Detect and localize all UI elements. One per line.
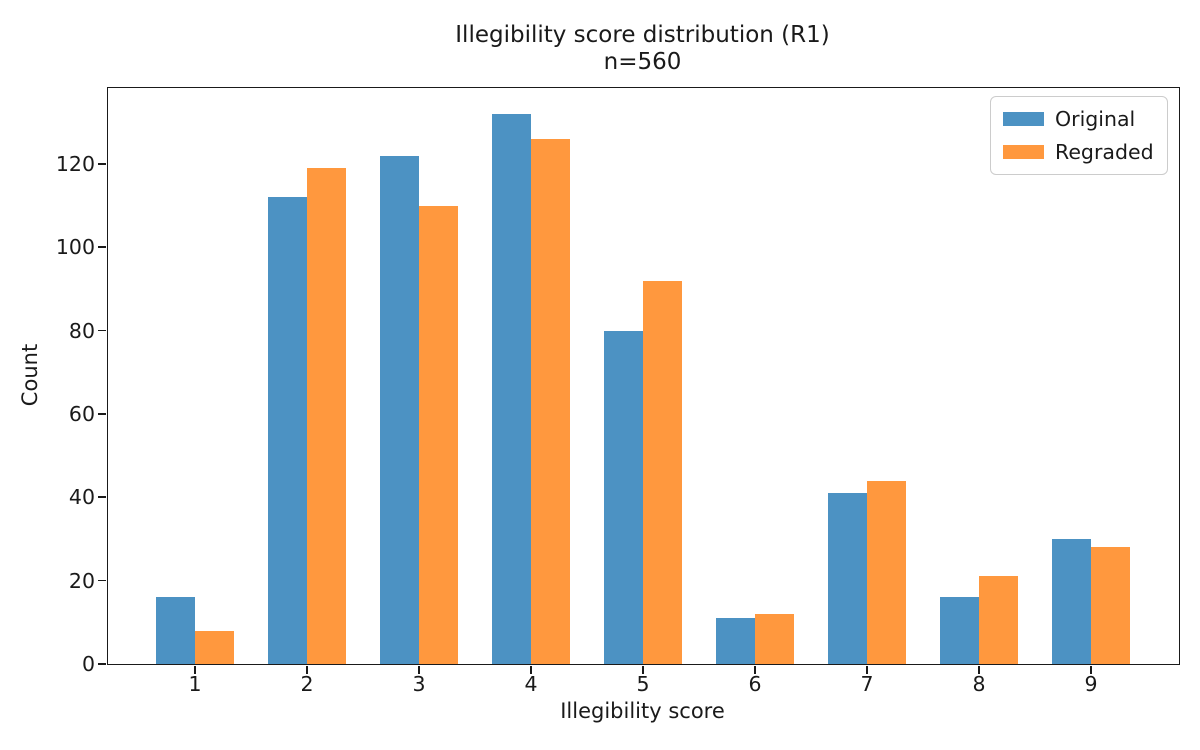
bar-original-score-3	[379, 155, 419, 664]
y-tick-mark	[98, 663, 107, 665]
bar-regraded-score-4	[531, 138, 571, 664]
legend-label: Original	[1055, 107, 1136, 131]
x-tick-label: 4	[524, 672, 538, 696]
bar-regraded-score-3	[419, 205, 459, 664]
legend-item-regraded: Regraded	[1003, 140, 1154, 164]
bar-regraded-score-1	[195, 630, 235, 664]
y-tick-mark	[98, 246, 107, 248]
y-tick-mark	[98, 496, 107, 499]
y-axis-label: Count	[18, 343, 42, 407]
y-tick-label: 60	[68, 401, 95, 426]
bar-original-score-2	[267, 197, 307, 664]
bar-regraded-score-5	[643, 280, 683, 664]
x-tick-label: 8	[972, 672, 986, 696]
x-tick-mark	[530, 665, 532, 674]
x-tick-mark	[418, 665, 420, 674]
x-tick-label: 2	[300, 672, 314, 696]
bar-regraded-score-2	[307, 168, 347, 664]
bar-original-score-4	[491, 113, 531, 664]
bar-regraded-score-8	[979, 576, 1019, 664]
y-tick-mark	[98, 413, 107, 415]
y-tick-mark	[98, 163, 107, 165]
legend-item-original: Original	[1003, 107, 1154, 131]
bar-original-score-5	[603, 330, 643, 664]
x-tick-mark	[866, 665, 868, 674]
chart-subtitle: n=560	[603, 49, 682, 75]
bar-regraded-score-6	[755, 614, 795, 664]
y-tick-mark	[98, 579, 107, 582]
bar-original-score-9	[1051, 538, 1091, 664]
chart-title: Illegibility score distribution (R1) n=5…	[107, 22, 1178, 76]
x-tick-label: 9	[1084, 672, 1098, 696]
x-tick-mark	[306, 665, 308, 674]
legend-label: Regraded	[1055, 140, 1154, 164]
x-tick-label: 1	[188, 672, 202, 696]
legend-swatch-original	[1003, 112, 1044, 126]
x-tick-label: 7	[860, 672, 874, 696]
y-tick-label: 40	[68, 485, 95, 510]
bar-original-score-7	[827, 493, 867, 664]
bar-original-score-1	[155, 597, 195, 664]
x-tick-mark	[978, 665, 980, 674]
x-tick-mark	[642, 665, 644, 674]
y-tick-mark	[98, 329, 107, 332]
x-tick-label: 6	[748, 672, 762, 696]
legend-swatch-regraded	[1003, 145, 1044, 159]
bar-original-score-8	[939, 597, 979, 664]
y-tick-label: 20	[68, 568, 95, 593]
chart-title-line: Illegibility score distribution (R1)	[455, 22, 830, 48]
x-tick-mark	[754, 665, 756, 674]
bar-original-score-6	[715, 618, 755, 664]
x-tick-mark	[1090, 665, 1092, 674]
x-tick-label: 5	[636, 672, 650, 696]
bar-regraded-score-7	[867, 480, 907, 664]
y-tick-label: 120	[55, 151, 95, 176]
x-tick-label: 3	[412, 672, 426, 696]
y-tick-label: 100	[55, 235, 95, 260]
y-tick-label: 0	[81, 652, 95, 676]
x-axis-label: Illegibility score	[560, 699, 725, 723]
y-tick-label: 80	[68, 318, 95, 343]
legend: Original Regraded	[990, 96, 1168, 175]
bar-regraded-score-9	[1091, 547, 1131, 664]
plot-area: 0 20 40 60 80 100 120 1 2 3 4 5 6 7 8 9	[56, 87, 1180, 696]
x-tick-mark	[194, 665, 196, 674]
